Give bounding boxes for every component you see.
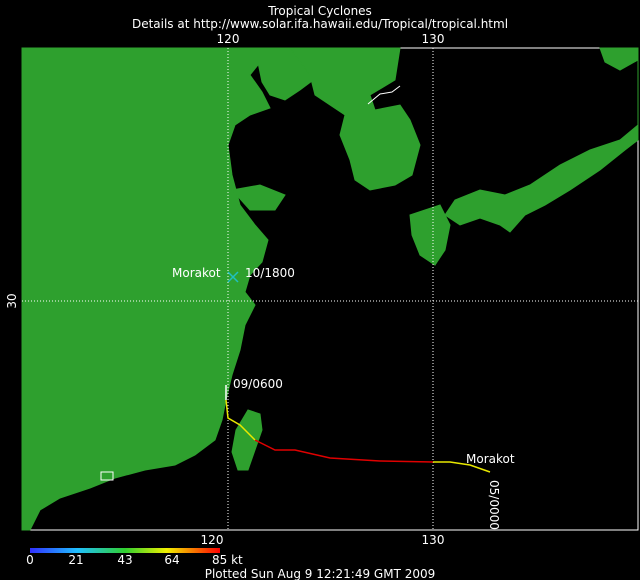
storm-time: 10/1800 bbox=[245, 266, 295, 280]
top-lon-label: 120 bbox=[217, 32, 240, 46]
map-frame bbox=[21, 47, 639, 531]
legend-label: 85 kt bbox=[212, 553, 243, 567]
storm-time: 09/0600 bbox=[233, 377, 283, 391]
storm-name: Morakot bbox=[172, 266, 221, 280]
subtitle: Details at http://www.solar.ifa.hawaii.e… bbox=[132, 17, 508, 31]
bottom-lon-label: 120 bbox=[201, 533, 224, 547]
legend-label: 0 bbox=[26, 553, 34, 567]
legend-label: 43 bbox=[117, 553, 132, 567]
legend-label: 21 bbox=[68, 553, 83, 567]
legend-label: 64 bbox=[164, 553, 179, 567]
storm-track bbox=[225, 271, 491, 473]
footer: Plotted Sun Aug 9 12:21:49 GMT 2009 bbox=[205, 567, 436, 580]
bottom-lon-label: 130 bbox=[422, 533, 445, 547]
title: Tropical Cyclones bbox=[267, 4, 372, 18]
top-lon-label: 130 bbox=[422, 32, 445, 46]
legend-colorbar bbox=[30, 548, 220, 553]
left-lat-label: 30 bbox=[5, 293, 19, 308]
storm-time: 05/0000 bbox=[487, 480, 501, 530]
storm-name: Morakot bbox=[466, 452, 515, 466]
